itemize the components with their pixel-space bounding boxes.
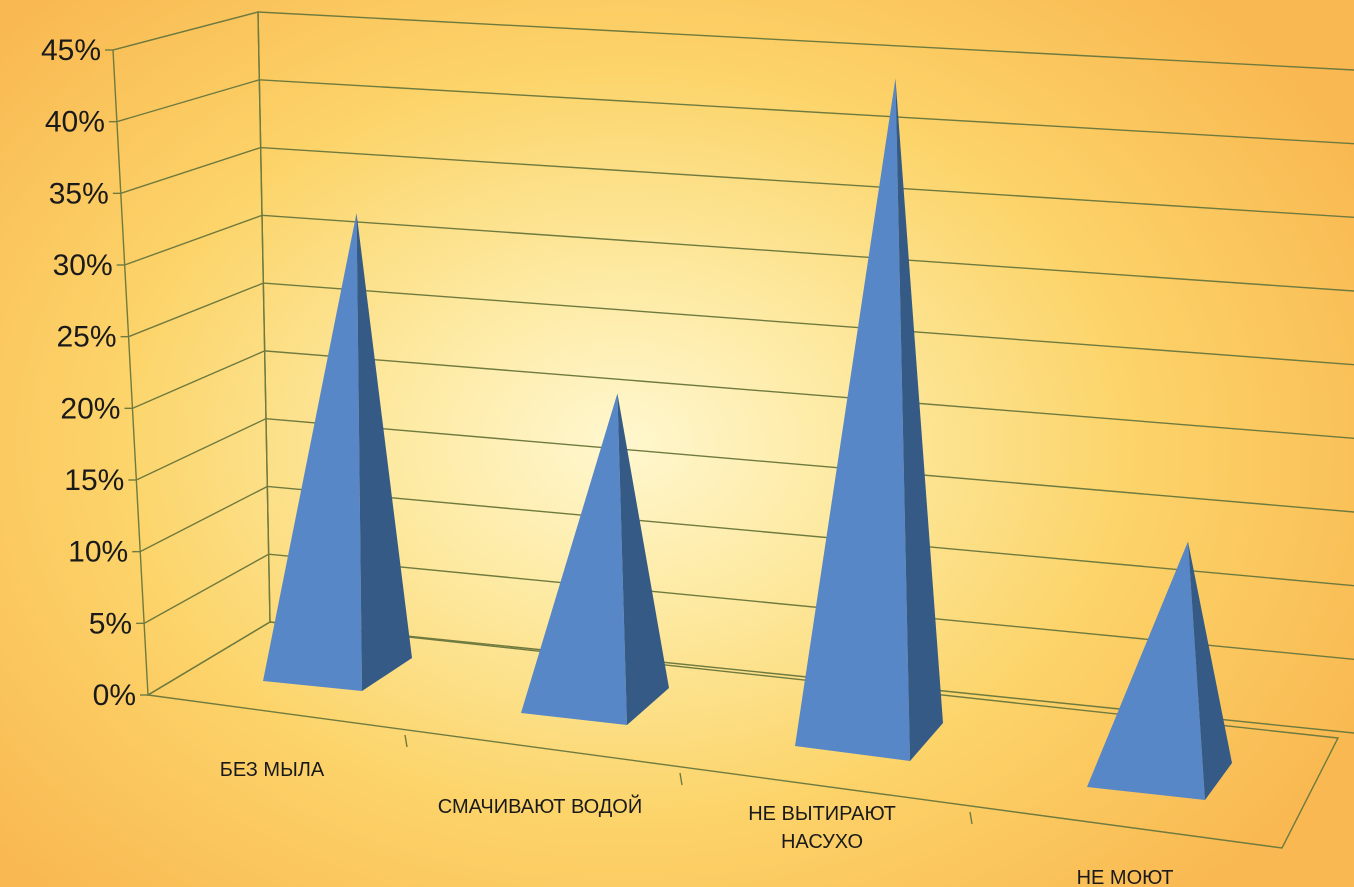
y-tick-label: 25% — [57, 321, 117, 354]
pyramid-bar — [1087, 541, 1232, 800]
x-category-label: НЕ МОЮТ — [1077, 867, 1174, 887]
pyramid-front-face — [795, 78, 910, 762]
y-tick-label: 5% — [89, 607, 132, 640]
pyramid-bar — [795, 78, 943, 762]
gridline — [128, 282, 1354, 366]
gridline — [132, 350, 1354, 440]
y-tick-label: 35% — [49, 177, 109, 210]
pyramid-side-face — [617, 393, 669, 725]
x-category-label: СМАЧИВАЮТ ВОДОЙ — [438, 794, 643, 818]
pyramid-bar — [521, 393, 669, 725]
pyramid-bar — [263, 213, 412, 691]
gridline — [124, 214, 1354, 292]
chart-floor — [147, 621, 1340, 849]
gridline — [143, 553, 1354, 661]
gridline — [139, 485, 1354, 587]
y-tick-label: 0% — [93, 679, 136, 712]
pyramid-front-face — [1087, 541, 1205, 800]
pyramid-front-face — [521, 393, 627, 725]
x-category-label: НАСУХО — [781, 831, 863, 853]
gridlines — [112, 11, 1354, 734]
gridline — [120, 146, 1354, 219]
y-tick-label: 20% — [60, 392, 120, 425]
gridline — [136, 417, 1354, 513]
pyramid-bars — [263, 78, 1232, 800]
y-axis-ticks: 0% 5% 10% 15% 20% 25% 30% 35% 40% 45% — [41, 34, 148, 712]
pyramid-side-face — [895, 78, 943, 762]
x-tick-mark — [404, 734, 408, 748]
y-tick-label: 40% — [45, 106, 105, 139]
back-wall-edge — [257, 11, 271, 623]
x-tick-mark — [969, 811, 973, 825]
gridline — [116, 79, 1354, 145]
y-tick-label: 45% — [41, 34, 101, 67]
chart-walls — [112, 11, 271, 697]
gridline — [112, 11, 1354, 71]
y-tick-label: 10% — [68, 536, 128, 569]
pyramid-front-face — [263, 213, 362, 691]
x-category-label: БЕЗ МЫЛА — [220, 759, 325, 781]
floor-outline — [147, 621, 1340, 849]
x-tick-mark — [679, 772, 683, 786]
y-tick-label: 30% — [53, 249, 113, 282]
y-tick-label: 15% — [64, 464, 124, 497]
x-category-label: НЕ ВЫТИРАЮТ — [748, 803, 896, 825]
pyramid-side-face — [1187, 541, 1232, 800]
left-wall — [112, 11, 271, 697]
pyramid-side-face — [356, 213, 412, 691]
x-axis-labels: БЕЗ МЫЛА СМАЧИВАЮТ ВОДОЙ НЕ ВЫТИРАЮТ НАСУХО… — [220, 759, 1174, 887]
